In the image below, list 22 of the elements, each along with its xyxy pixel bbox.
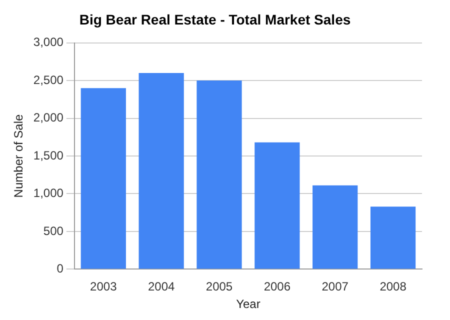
y-tick-label: 2,500 [33,72,64,87]
x-tick-label: 2007 [322,280,349,294]
bar [312,185,358,269]
bar [138,72,184,269]
y-tick-label: 0 [56,262,64,276]
chart-title: Big Bear Real Estate - Total Market Sales [79,11,351,28]
x-tick-label: 2004 [148,280,175,294]
y-tick-label: 3,000 [33,35,64,50]
bar [254,142,300,269]
y-tick-label: 1,500 [33,148,64,162]
x-tick-label: 2006 [264,280,291,294]
y-tick-label: 1,000 [33,186,64,200]
x-tick-label: 2003 [90,280,118,294]
bar [196,80,242,269]
bar [370,206,416,269]
y-tick-label: 500 [43,224,64,238]
x-axis-title: Year [236,297,260,312]
y-axis-title: Number of Sale [12,114,26,198]
bar [80,88,126,269]
x-tick-label: 2005 [206,280,233,294]
y-tick-label: 2,000 [33,110,64,125]
x-tick-label: 2008 [380,280,407,294]
